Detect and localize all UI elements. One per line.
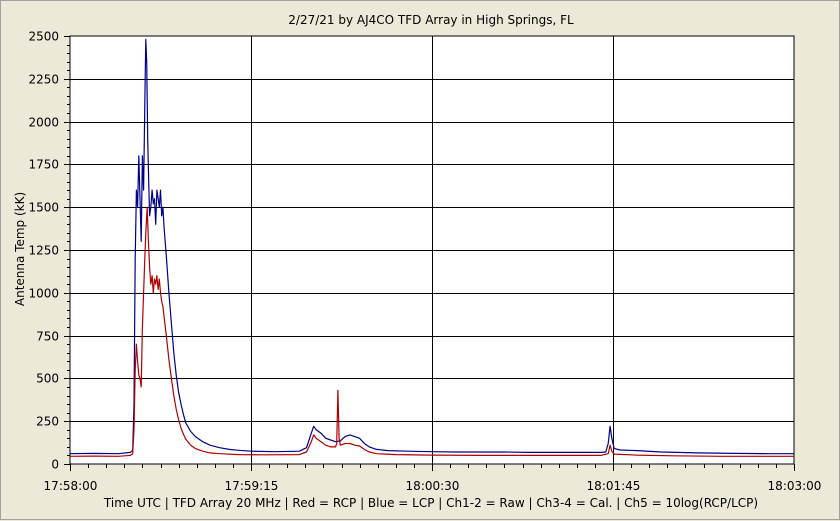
y-tick-label: 0 (51, 458, 59, 472)
y-tick-label: 750 (36, 330, 59, 344)
y-tick-label: 500 (36, 372, 59, 386)
y-tick-label: 1500 (28, 201, 59, 215)
x-tick-label: 17:59:15 (225, 479, 279, 493)
series-line-rcp (69, 206, 794, 457)
y-tick-label: 250 (36, 415, 59, 429)
y-tick-label: 1000 (28, 287, 59, 301)
x-tick-label: 18:03:00 (768, 479, 822, 493)
x-axis-label: Time UTC | TFD Array 20 MHz | Red = RCP … (103, 496, 758, 510)
y-tick-label: 2000 (28, 116, 59, 130)
x-tick-label: 18:01:45 (587, 479, 641, 493)
x-tick-label: 18:00:30 (406, 479, 460, 493)
y-tick-label: 2500 (28, 30, 59, 44)
axes: 0 250 500 750 1000 1250 1500 1750 2000 2250 2500 17… (28, 30, 821, 494)
series-lines (69, 38, 794, 457)
y-axis-label: Antenna Temp (kK) (13, 192, 27, 306)
x-tick-label: 17:58:00 (44, 479, 98, 493)
y-tick-label: 1750 (28, 158, 59, 172)
y-tick-label: 2250 (28, 73, 59, 87)
grid-lines (70, 36, 794, 464)
series-line-lcp (69, 38, 794, 455)
chart-title: 2/27/21 by AJ4CO TFD Array in High Sprin… (288, 13, 574, 27)
y-tick-label: 1250 (28, 244, 59, 258)
